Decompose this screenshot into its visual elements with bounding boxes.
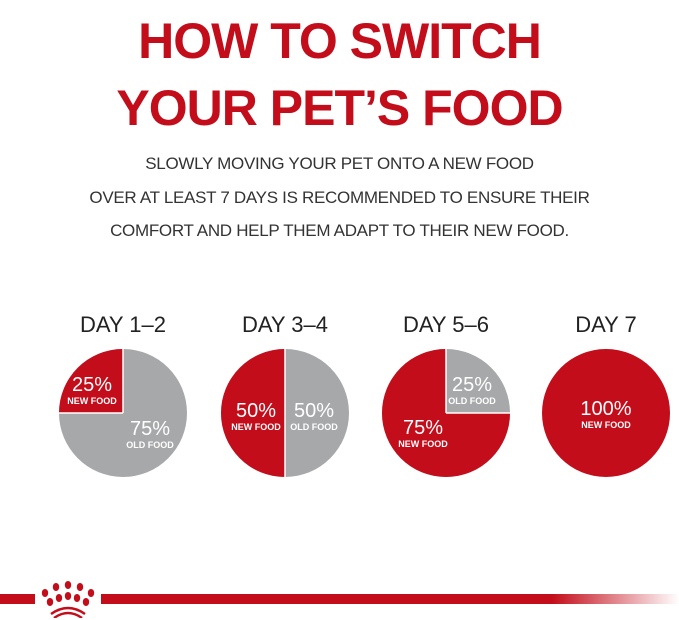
new-food-label: NEW FOOD [67, 396, 117, 406]
new-food-label: NEW FOOD [581, 420, 631, 430]
new-food-percent: 50% [236, 400, 276, 422]
pie-new-food-slice [221, 349, 285, 477]
day-label-3: DAY 5–6 [402, 312, 490, 337]
old-food-percent: 50% [294, 400, 334, 422]
day-label-4: DAY 7 [575, 312, 637, 337]
pie-old-food-slice [542, 349, 670, 477]
old-food-label: OLD FOOD [290, 422, 338, 432]
footer-line-right [101, 594, 679, 604]
old-food-label: OLD FOOD [126, 440, 174, 450]
footer-line-left [0, 594, 35, 604]
new-food-percent: 100% [580, 398, 631, 420]
old-food-label: OLD FOOD [448, 396, 496, 406]
new-food-percent: 25% [72, 374, 112, 396]
page-title-line-1: HOW TO SWITCH [138, 13, 542, 69]
new-food-label: NEW FOOD [231, 422, 281, 432]
pie-new-food-slice [59, 349, 123, 413]
crown-icon [41, 581, 95, 618]
day-label-1: DAY 1–2 [79, 312, 167, 337]
subtitle-line-1: SLOWLY MOVING YOUR PET ONTO A NEW FOOD [145, 154, 534, 173]
new-food-percent: 75% [403, 417, 443, 439]
page-title-line-2: YOUR PET’S FOOD [116, 80, 563, 136]
day-label-2: DAY 3–4 [241, 312, 329, 337]
footer-band [0, 581, 679, 618]
old-food-percent: 75% [130, 418, 170, 440]
new-food-label: NEW FOOD [398, 439, 448, 449]
subtitle-line-3: COMFORT AND HELP THEM ADAPT TO THEIR NEW… [110, 221, 569, 240]
subtitle-line-2: OVER AT LEAST 7 DAYS IS RECOMMENDED TO E… [89, 188, 590, 207]
old-food-percent: 25% [452, 374, 492, 396]
